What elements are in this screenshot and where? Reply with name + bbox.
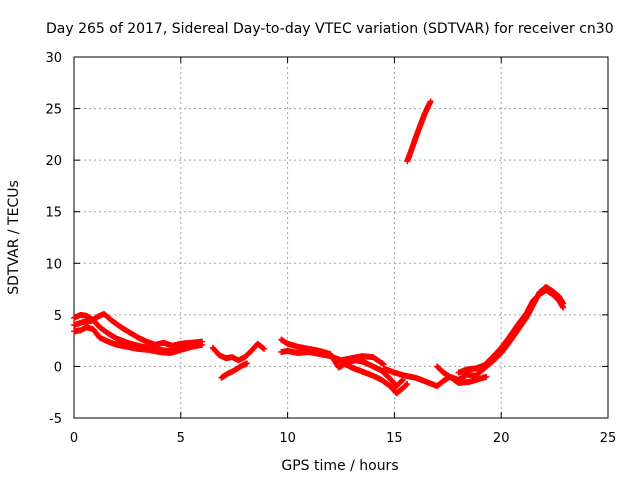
x-tick-label: 0: [70, 431, 78, 446]
data-point: [260, 345, 267, 352]
data-point: [244, 360, 251, 367]
series-track-k: [455, 287, 567, 376]
data-point: [483, 373, 490, 380]
x-tick-label: 25: [600, 431, 617, 446]
series-track-i: [380, 365, 490, 390]
data-point: [560, 304, 567, 311]
series-track-l: [404, 98, 434, 165]
data-point: [404, 380, 411, 387]
y-tick-label: 0: [54, 360, 62, 375]
axis-ticks: 0 5 10 15 20 25 -5 0 5 10 15 20 25 30: [45, 51, 616, 446]
x-axis-label: GPS time / hours: [281, 458, 398, 474]
y-tick-label: 30: [45, 51, 62, 66]
series-track-h: [338, 359, 411, 397]
x-tick-label: 20: [493, 431, 510, 446]
y-tick-label: -5: [49, 412, 62, 427]
series-track-e: [218, 360, 251, 381]
series-track-b: [71, 311, 195, 354]
data-point: [199, 338, 206, 345]
data-series: [71, 98, 567, 397]
x-tick-label: 5: [177, 431, 185, 446]
y-tick-label: 10: [45, 257, 62, 272]
data-point: [427, 98, 434, 105]
data-point: [403, 381, 410, 388]
x-tick-label: 10: [279, 431, 296, 446]
y-tick-label: 5: [54, 309, 62, 324]
y-tick-label: 20: [45, 154, 62, 169]
series-track-j: [434, 284, 567, 383]
x-tick-label: 15: [386, 431, 403, 446]
y-tick-label: 15: [45, 206, 62, 221]
data-point: [399, 377, 406, 384]
chart-title: Day 265 of 2017, Sidereal Day-to-day VTE…: [46, 21, 614, 37]
series-track-d: [209, 340, 268, 364]
series-track-c: [71, 310, 206, 349]
y-axis-label: SDTVAR / TECUs: [6, 180, 22, 295]
data-point: [261, 345, 268, 352]
y-tick-label: 25: [45, 103, 62, 118]
plot-frame: [73, 56, 609, 419]
